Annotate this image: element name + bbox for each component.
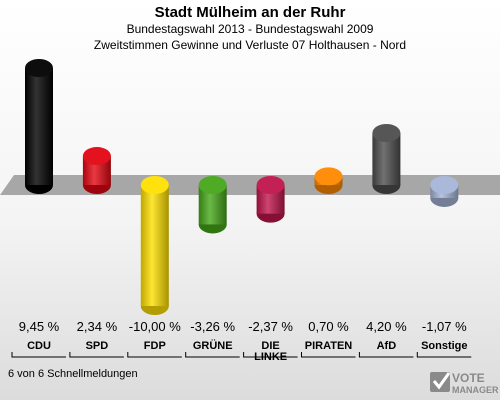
- category-underline-cdu: [11, 352, 66, 358]
- category-label-cdu: CDU: [27, 340, 51, 352]
- category-underline-piraten: [301, 352, 356, 358]
- category-underline-sonstige: [416, 352, 472, 358]
- chart-subtitle-2: Zweitstimmen Gewinne und Verluste 07 Hol…: [93, 38, 407, 52]
- bar-afd: [372, 124, 401, 194]
- value-label-cdu: 9,45 %: [19, 319, 60, 334]
- bar-cdu: [25, 59, 53, 194]
- ballot-check-icon: [430, 372, 451, 392]
- bar-gr-ne: [198, 176, 227, 234]
- category-label-gr-ne: GRÜNE: [193, 339, 233, 352]
- category-underline-spd: [69, 352, 124, 358]
- zero-plane: [0, 175, 500, 195]
- category-labels-group: CDU SPD FDP GRÜNE DIE LINKE PIRATEN AfD Sonstige: [11, 339, 472, 363]
- category-label-die-linke: DIE LINKE: [254, 340, 287, 363]
- category-underline-gr-ne: [185, 352, 240, 358]
- category-underline-die-linke: [243, 352, 298, 358]
- category-label-sonstige: Sonstige: [421, 340, 467, 352]
- value-labels-group: 9,45 % 2,34 % -10,00 % -3,26 % -2,37 % 0,70 %…: [19, 319, 467, 334]
- category-label-spd: SPD: [86, 340, 109, 352]
- bars-group: [25, 59, 459, 315]
- category-underline-afd: [358, 352, 414, 358]
- value-label-gr-ne: -3,26 %: [190, 319, 235, 334]
- category-label-fdp: FDP: [144, 340, 166, 352]
- value-label-spd: 2,34 %: [77, 319, 118, 334]
- value-label-sonstige: -1,07 %: [422, 319, 467, 334]
- bar-piraten: [314, 167, 343, 194]
- value-label-afd: 4,20 %: [366, 319, 407, 334]
- footer-note: 6 von 6 Schnellmeldungen: [8, 368, 138, 380]
- bar-fdp: [140, 176, 169, 315]
- chart-title: Stadt Mülheim an der Ruhr: [154, 4, 346, 21]
- bar-spd: [82, 147, 111, 194]
- vote-manager-logo: VOTE MANAGER: [430, 371, 498, 395]
- bar-sonstige: [430, 176, 459, 207]
- logo-text-vote: VOTE: [452, 371, 485, 385]
- value-label-die-linke: -2,37 %: [248, 319, 293, 334]
- category-label-afd: AfD: [377, 340, 397, 352]
- logo-text-manager: MANAGER: [452, 385, 498, 395]
- chart-subtitle: Bundestagswahl 2013 - Bundestagswahl 200…: [126, 22, 374, 36]
- value-label-piraten: 0,70 %: [308, 319, 349, 334]
- category-label-piraten: PIRATEN: [305, 340, 353, 352]
- category-underline-fdp: [127, 352, 182, 358]
- value-label-fdp: -10,00 %: [129, 319, 181, 334]
- bar-die-linke: [256, 176, 285, 223]
